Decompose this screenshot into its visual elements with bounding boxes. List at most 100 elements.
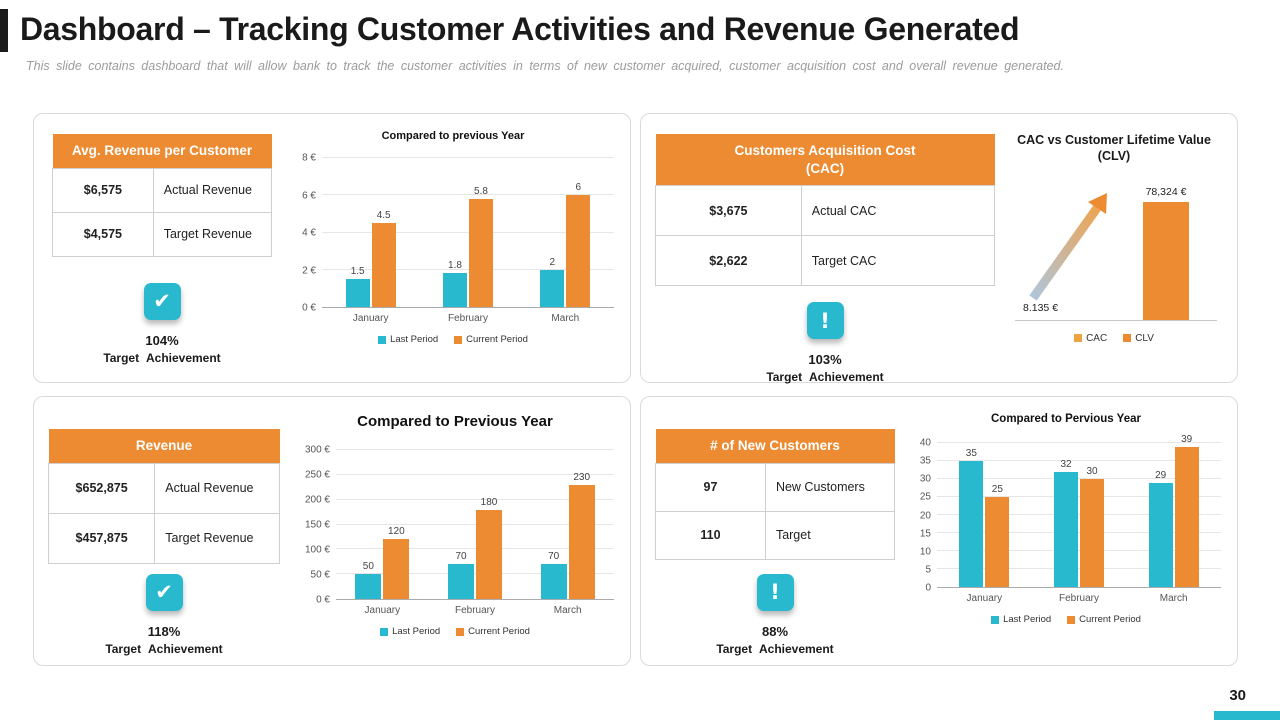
bar-value-label: 2 <box>549 256 556 268</box>
y-axis-label: 30 <box>919 473 931 485</box>
chart-title: Compared to previous Year <box>381 130 525 142</box>
plot-area: 50 120 70 180 70 230 <box>336 449 614 600</box>
table-cell-label: Target Revenue <box>154 512 280 564</box>
legend-item: Current Period <box>454 334 528 345</box>
legend: Last Period Current Period <box>911 614 1221 625</box>
achievement: ! 88% Target Achievement <box>716 573 834 656</box>
clv-bar: 78,324 € <box>1143 186 1189 320</box>
gridline <box>322 194 614 196</box>
revenue-table: Revenue $652,875 Actual Revenue $457,875… <box>47 429 280 564</box>
gridline <box>937 496 1221 497</box>
table-header: Avg. Revenue per Customer <box>52 134 272 169</box>
bar-group: 32 30 <box>1032 443 1127 587</box>
y-axis-label: 150 € <box>304 519 330 531</box>
legend: Last Period Current Period <box>296 626 614 637</box>
gridline <box>937 532 1221 533</box>
bar-group: 29 39 <box>1126 434 1221 587</box>
table-cell-value: 97 <box>655 462 766 512</box>
y-axis-label: 100 € <box>304 544 330 556</box>
bar-group: 35 25 <box>937 443 1032 587</box>
bar-last-period: 32 <box>1054 459 1078 587</box>
bar-last-period: 70 <box>448 551 474 599</box>
bar-value-label: 35 <box>965 448 977 459</box>
bar-value-label: 120 <box>387 526 405 538</box>
x-axis: January February March <box>322 313 614 324</box>
table-row: 110 Target <box>655 510 896 560</box>
cac-value-label: 8.135 € <box>1023 301 1059 314</box>
legend-swatch <box>380 627 389 636</box>
y-axis-label: 2 € <box>302 265 316 276</box>
achievement-percent: 104% <box>145 332 179 348</box>
x-axis-label: January <box>352 313 389 324</box>
revenue-panel: Revenue $652,875 Actual Revenue $457,875… <box>33 396 631 666</box>
chart-title: CAC vs Customer Lifetime Value (CLV) <box>1001 132 1227 165</box>
bar-current-period: 39 <box>1174 434 1199 587</box>
table-row: $6,575 Actual Revenue <box>52 167 273 213</box>
y-axis-label: 15 <box>919 528 931 540</box>
table-row: $3,675 Actual CAC <box>655 185 996 237</box>
bar-last-period: 50 <box>355 561 382 599</box>
table-header: Revenue <box>48 429 280 464</box>
gridline <box>937 514 1221 515</box>
legend: Last Period Current Period <box>292 334 614 345</box>
y-axis-label: 300 € <box>304 444 330 456</box>
y-axis-label: 4 € <box>302 227 316 239</box>
page-title: Dashboard – Tracking Customer Activities… <box>20 11 1020 47</box>
chart-title: Compared to Previous Year <box>357 413 553 430</box>
x-axis-label: March <box>551 313 580 324</box>
legend-label: CAC <box>1086 332 1108 344</box>
bar-value-label: 50 <box>362 561 374 573</box>
legend-item: CLV <box>1123 333 1154 344</box>
revenue-summary: Revenue $652,875 Actual Revenue $457,875… <box>42 403 286 659</box>
table-header-text: # of New Customers <box>710 438 840 453</box>
bar-last-period: 35 <box>959 448 984 587</box>
cac-panel: Customers Acquisition Cost (CAC) $3,675 … <box>640 113 1238 384</box>
gridline <box>322 268 614 270</box>
bar-value-label: 4.5 <box>376 210 391 222</box>
x-axis-label: February <box>447 313 488 324</box>
exclamation-icon: ! <box>806 302 844 340</box>
page-number: 30 <box>1229 687 1246 704</box>
legend: CAC CLV <box>1001 333 1227 344</box>
table-row: 97 New Customers <box>655 462 896 512</box>
gridline <box>322 231 614 233</box>
legend-item: Last Period <box>991 614 1051 625</box>
cac-summary: Customers Acquisition Cost (CAC) $3,675 … <box>649 120 1001 384</box>
legend-swatch <box>1067 615 1076 624</box>
legend-item: Current Period <box>1067 614 1141 625</box>
legend-swatch <box>378 335 387 344</box>
bar-value-label: 25 <box>991 484 1003 495</box>
exclamation-icon: ! <box>756 573 794 611</box>
table-cell-label: Actual CAC <box>800 185 996 237</box>
table-cell-label: Target Revenue <box>152 211 273 257</box>
table-cell-label: Target CAC <box>800 235 996 287</box>
corner-accent-bar <box>1214 711 1280 720</box>
legend-item: Current Period <box>456 626 530 637</box>
plot-area: 78,324 € 8.135 € <box>1015 171 1217 321</box>
bar-current-period: 4.5 <box>371 210 396 307</box>
bar-group: 1.8 5.8 <box>419 158 516 307</box>
bar-value-label: 230 <box>573 471 591 483</box>
bar-value-label: 70 <box>455 551 467 563</box>
y-axis-label: 0 € <box>316 594 330 606</box>
achievement: ✔ 118% Target Achievement <box>105 573 223 656</box>
cac-clv-chart: CAC vs Customer Lifetime Value (CLV) <box>1001 120 1227 376</box>
y-axis-label: 6 € <box>302 190 316 201</box>
achievement-label: Target Achievement <box>716 641 834 656</box>
x-axis-label: January <box>364 605 401 616</box>
bar-current-period: 120 <box>383 526 410 599</box>
table-row: $2,622 Target CAC <box>655 235 996 287</box>
table-header-text: Customers Acquisition Cost (CAC) <box>734 143 916 176</box>
y-axis-label: 0 € <box>302 302 316 314</box>
achievement-label: Target Achievement <box>766 370 884 385</box>
bar-current-period: 180 <box>476 497 502 599</box>
table-row: $4,575 Target Revenue <box>52 211 273 257</box>
bar-value-label: 30 <box>1086 466 1098 477</box>
legend-item: Last Period <box>380 626 440 637</box>
gridline <box>336 548 614 550</box>
table-row: $457,875 Target Revenue <box>47 512 280 564</box>
bar-value-label: 1.5 <box>350 266 365 278</box>
table-row: $652,875 Actual Revenue <box>47 462 280 514</box>
legend-item: CAC <box>1074 333 1107 344</box>
